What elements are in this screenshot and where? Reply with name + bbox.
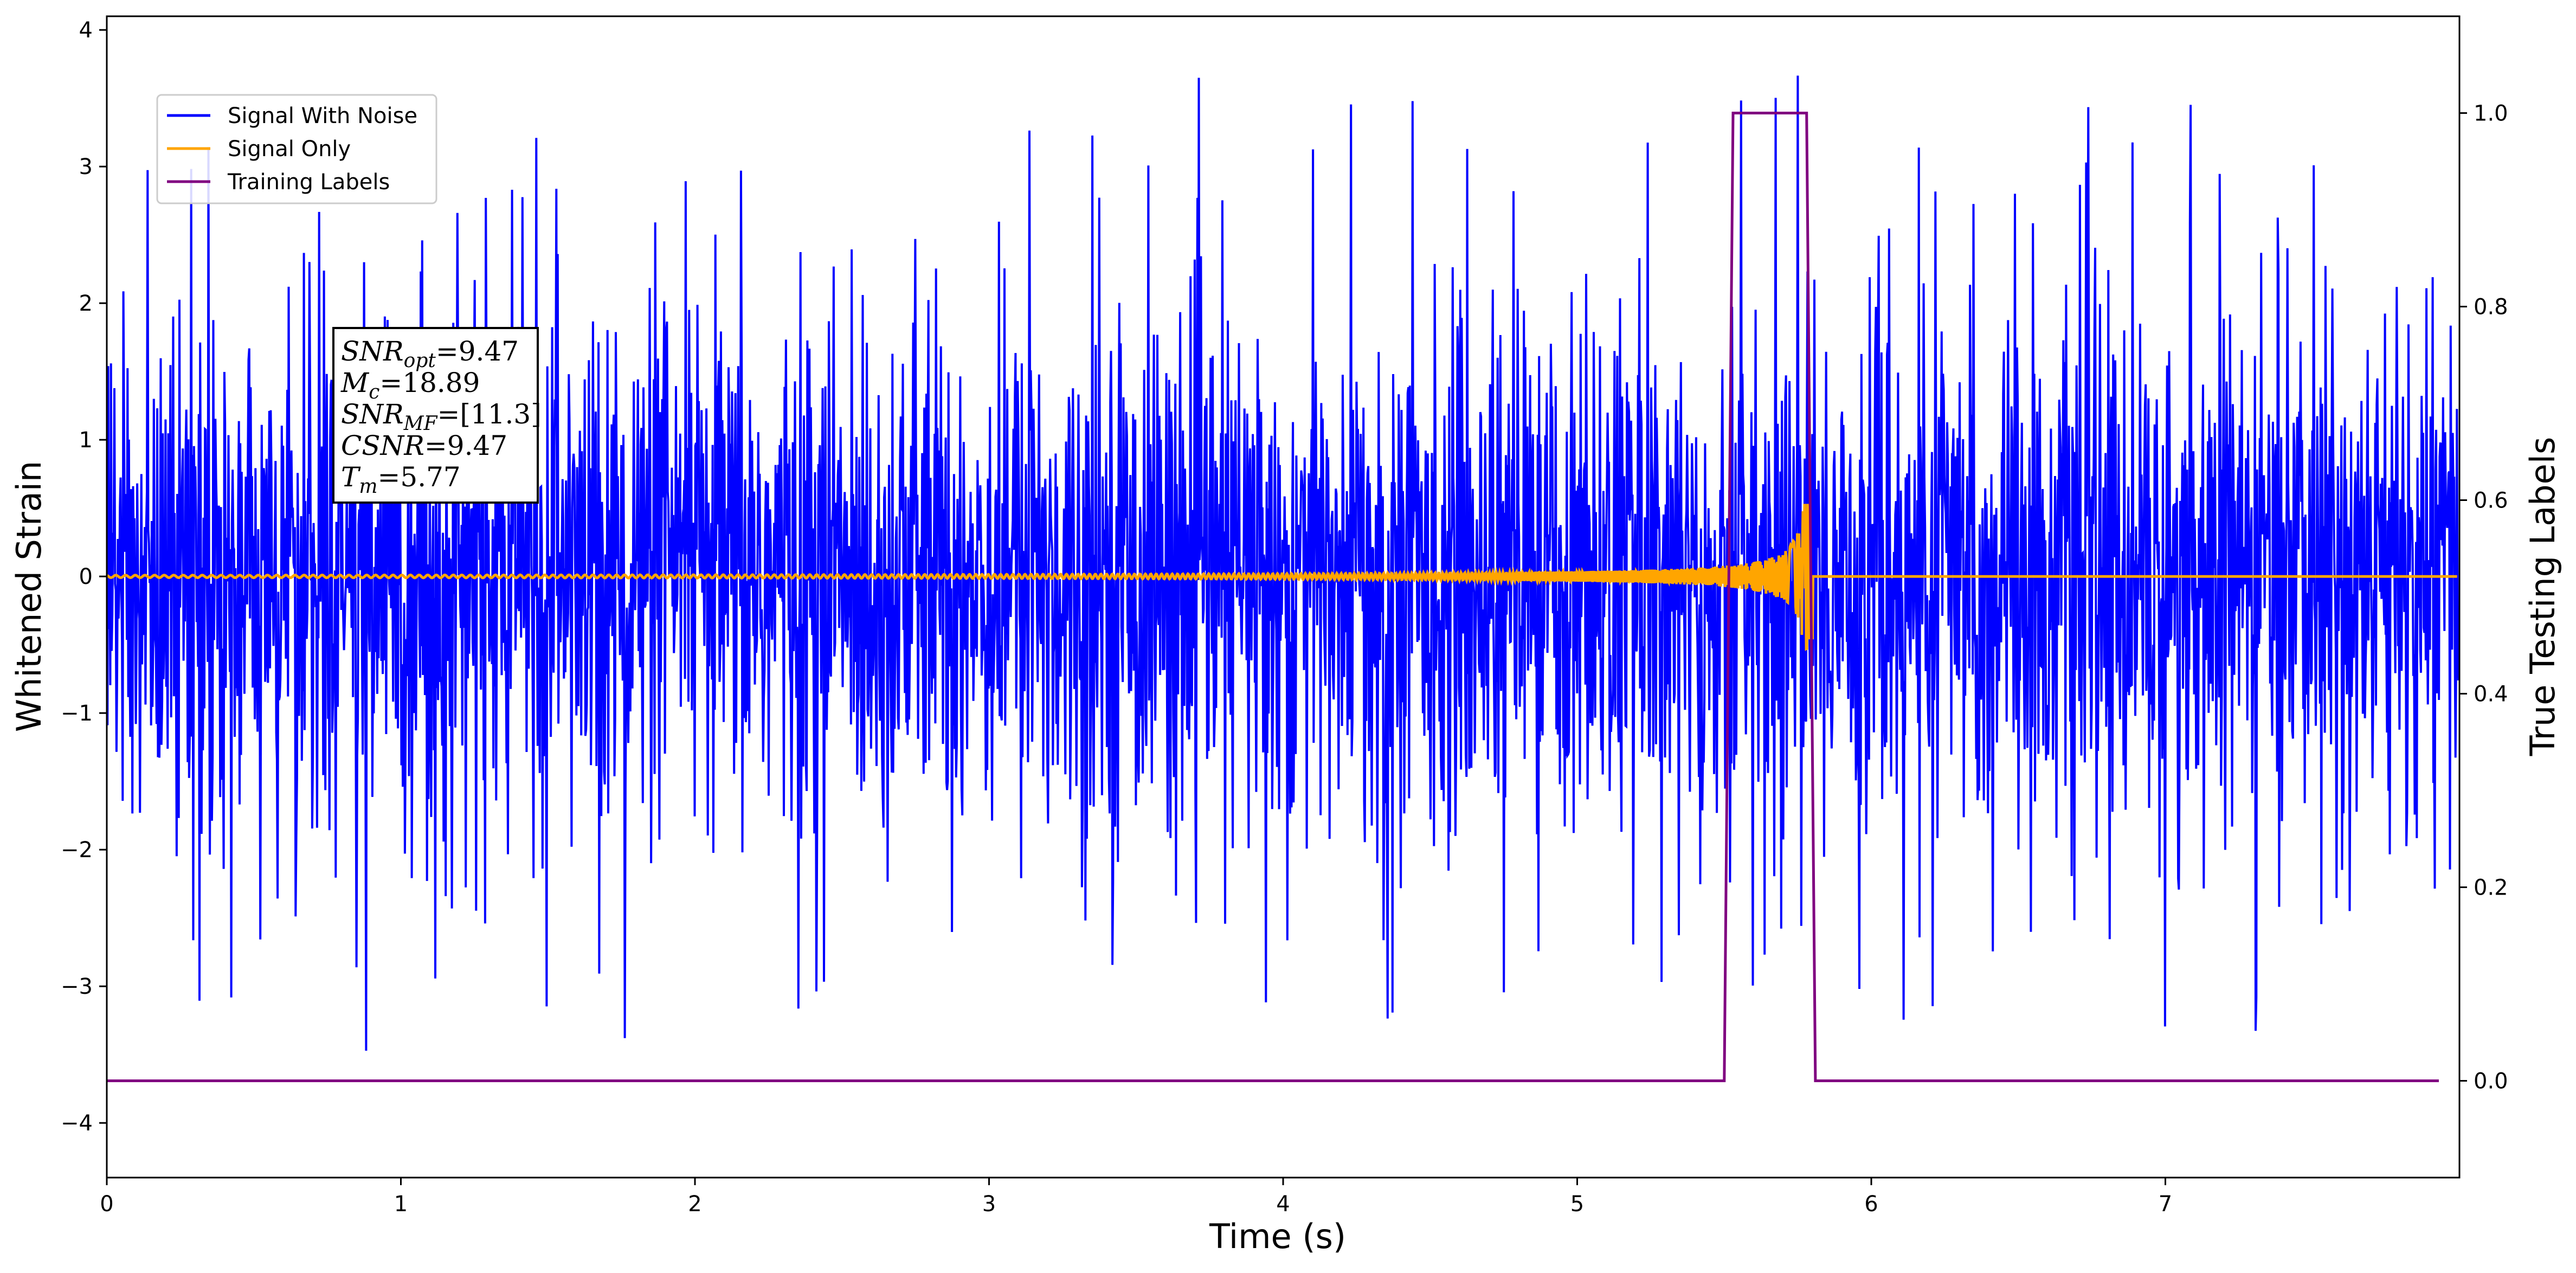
series-layer bbox=[107, 75, 2459, 1082]
y2-tick-label: 0.0 bbox=[2474, 1069, 2508, 1094]
annotation-subscript: opt bbox=[404, 350, 436, 372]
series-signal-only-line bbox=[107, 504, 2457, 651]
y-tick-label: −1 bbox=[61, 701, 93, 726]
annotation-subscript: c bbox=[369, 381, 379, 403]
y2-axis-label: True Testing Labels bbox=[2523, 437, 2562, 757]
annotation-frame bbox=[332, 327, 539, 504]
legend-label: Training Labels bbox=[227, 170, 390, 195]
annotation-symbol: CSNR bbox=[341, 430, 424, 461]
y-tick-label: −3 bbox=[61, 974, 93, 999]
annotation-symbol: SNR bbox=[341, 398, 404, 430]
x-tick-label: 2 bbox=[688, 1192, 701, 1217]
series-signal-with-noise-line bbox=[107, 75, 2459, 1051]
annotation-box: SNRopt=9.47Mc=18.89SNRMF=[11.3]CSNR=9.47… bbox=[332, 327, 542, 504]
annotation-subscript: m bbox=[359, 475, 377, 498]
y2-tick-label: 0.2 bbox=[2474, 876, 2508, 901]
annotation-line: SNRopt=9.47 bbox=[341, 336, 519, 372]
x-tick-label: 1 bbox=[394, 1192, 408, 1217]
annotation-value: =[11.3] bbox=[437, 398, 542, 430]
y-tick-label: 0 bbox=[79, 564, 93, 589]
annotation-line: CSNR=9.47 bbox=[341, 430, 507, 461]
annotation-value: =9.47 bbox=[424, 430, 507, 461]
annotation-value: =5.77 bbox=[378, 461, 461, 493]
x-tick-label: 7 bbox=[2159, 1192, 2172, 1217]
y-axis-left: −4 −3 −2 −1 0 1 2 3 4 bbox=[61, 18, 107, 1136]
y2-tick-label: 0.8 bbox=[2474, 295, 2508, 320]
y-tick-label: 1 bbox=[79, 428, 93, 453]
x-tick-label: 0 bbox=[100, 1192, 113, 1217]
y-tick-label: −2 bbox=[61, 838, 93, 863]
y2-tick-label: 0.4 bbox=[2474, 682, 2508, 707]
y-tick-label: 2 bbox=[79, 291, 93, 316]
y2-tick-label: 0.6 bbox=[2474, 488, 2508, 513]
annotation-symbol: SNR bbox=[341, 336, 404, 367]
annotation-value: =9.47 bbox=[436, 336, 519, 367]
annotation-subscript: MF bbox=[403, 413, 439, 435]
y-axis-label: Whitened Strain bbox=[9, 461, 49, 732]
y-tick-label: 4 bbox=[79, 18, 93, 43]
y-tick-label: −4 bbox=[61, 1111, 93, 1136]
x-tick-label: 6 bbox=[1864, 1192, 1878, 1217]
legend-label: Signal Only bbox=[228, 137, 351, 162]
annotation-line: Tm=5.77 bbox=[341, 461, 461, 498]
annotation-value: =18.89 bbox=[379, 367, 480, 398]
annotation-line: SNRMF=[11.3] bbox=[341, 398, 542, 435]
y-axis-right: 0.0 0.2 0.4 0.6 0.8 1.0 bbox=[2459, 101, 2508, 1094]
annotation-symbol: T bbox=[341, 461, 361, 493]
annotation-symbol: M bbox=[340, 367, 370, 398]
series-training-labels-line bbox=[107, 112, 2439, 1082]
x-tick-label: 3 bbox=[982, 1192, 996, 1217]
y-tick-label: 3 bbox=[79, 155, 93, 179]
annotation-line: Mc=18.89 bbox=[340, 367, 480, 403]
legend: Signal With Noise Signal Only Training Lab… bbox=[156, 94, 437, 204]
legend-label: Signal With Noise bbox=[228, 104, 417, 128]
x-tick-label: 5 bbox=[1570, 1192, 1584, 1217]
y2-tick-label: 1.0 bbox=[2474, 101, 2508, 126]
x-axis: 0 1 2 3 4 5 6 7 bbox=[100, 1178, 2172, 1217]
x-axis-label: Time (s) bbox=[1209, 1217, 1346, 1256]
x-tick-label: 4 bbox=[1276, 1192, 1290, 1217]
legend-frame bbox=[156, 94, 437, 204]
